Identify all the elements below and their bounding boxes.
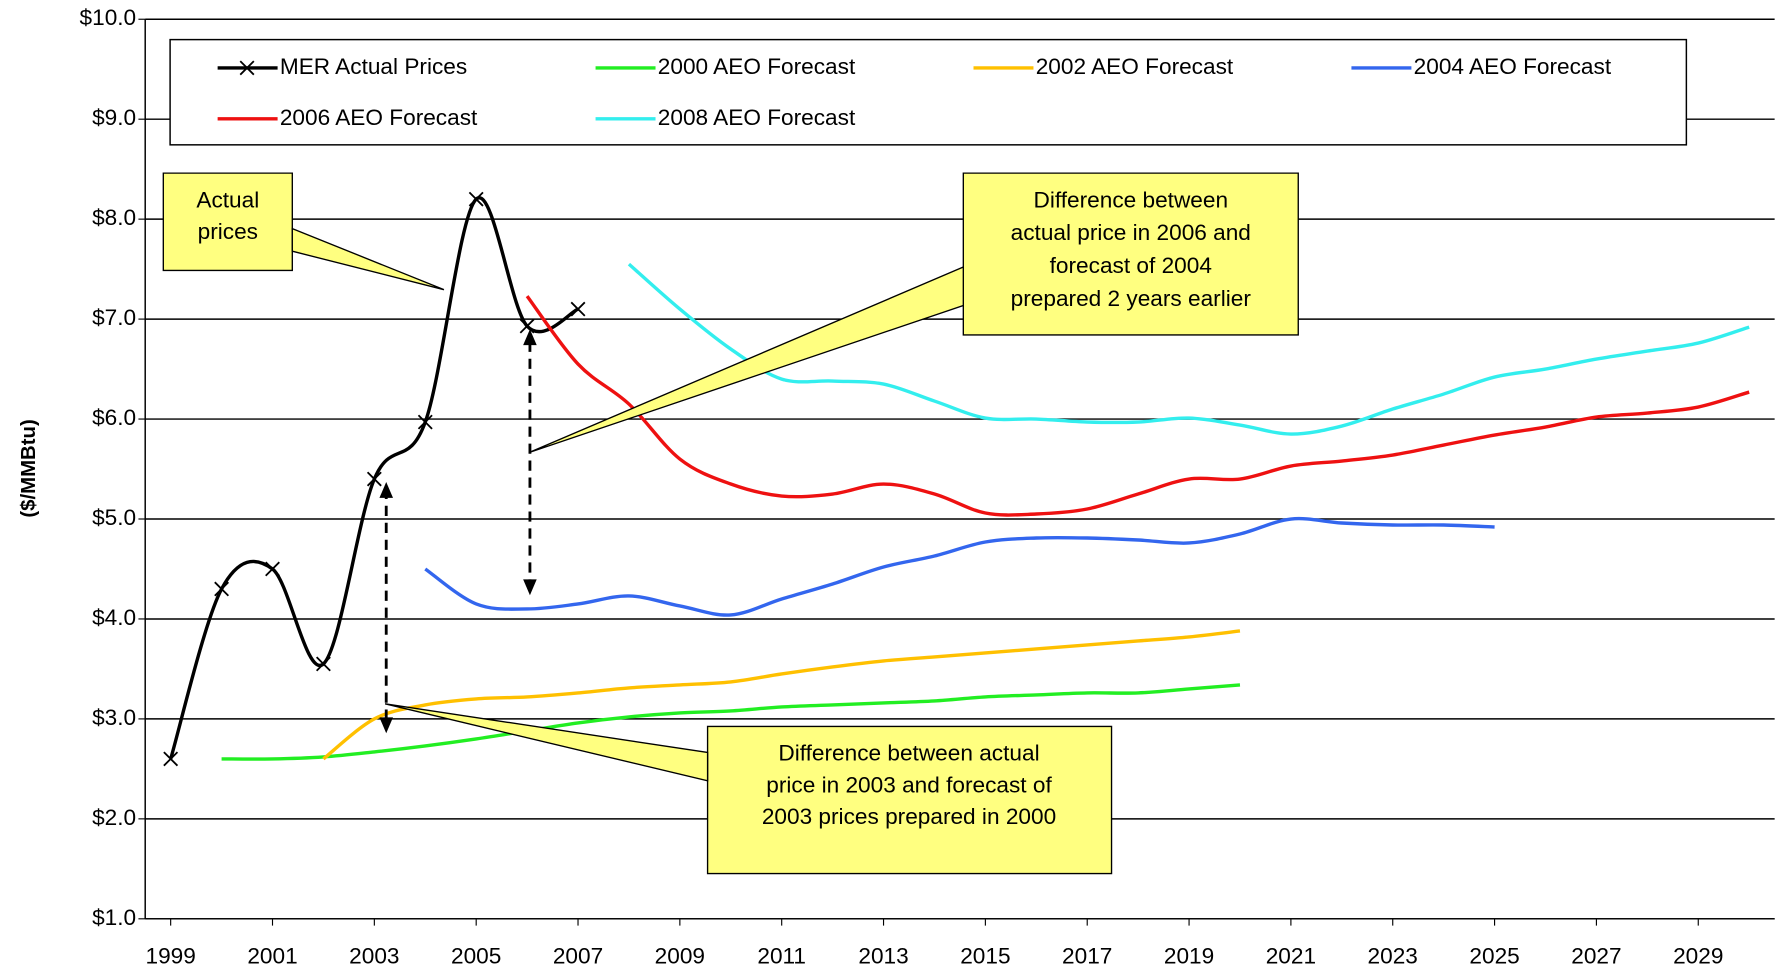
callout-pointer: [291, 227, 445, 291]
legend-label: MER Actual Prices: [280, 54, 467, 79]
marker: [468, 191, 484, 207]
arrow-head: [379, 717, 394, 734]
callout-2006: Difference between actual price in 2006 …: [528, 172, 1299, 454]
callout-box: [162, 172, 293, 272]
callout-pointer: [384, 703, 709, 782]
x-tick-label: 2013: [858, 943, 908, 968]
callout-pointer: [528, 266, 964, 454]
x-tick-label: 2011: [757, 943, 806, 968]
legend-entries: MER Actual Prices 2000 AEO Forecast 2002 A…: [217, 54, 1612, 130]
series-line: [221, 683, 1241, 761]
y-tick-label: $6.0: [92, 405, 136, 430]
x-tick-label: 2027: [1571, 943, 1621, 968]
marker: [239, 60, 255, 76]
marker: [366, 471, 382, 487]
annotation-text: 2003 prices prepared in 2000: [762, 804, 1056, 829]
marker: [417, 414, 433, 430]
x-tick-label: 2003: [349, 943, 399, 968]
y-tick-label: $3.0: [92, 705, 136, 730]
marker: [519, 318, 535, 334]
marker: [214, 581, 230, 597]
legend: [169, 38, 1688, 146]
x-tick-label: 2023: [1368, 943, 1418, 968]
annotation-text: actual price in 2006 and: [1011, 220, 1251, 245]
y-tick-label: $9.0: [92, 105, 136, 130]
y-tick-label: $10.0: [80, 5, 137, 30]
marker: [315, 656, 331, 672]
legend-label: 2004 AEO Forecast: [1414, 54, 1612, 79]
x-tick-label: 2009: [655, 943, 705, 968]
y-tick-label: $8.0: [92, 205, 136, 230]
arrow-head: [523, 329, 537, 346]
x-tick-label: 2019: [1164, 943, 1214, 968]
legend-label: 2002 AEO Forecast: [1036, 54, 1234, 79]
callout-box: [706, 725, 1113, 875]
marker: [265, 561, 280, 577]
x-tick-label: 2001: [247, 943, 297, 968]
x-tick-label: 2021: [1266, 943, 1316, 968]
annotation-text: price in 2003 and forecast of: [766, 772, 1052, 797]
x-tick-label: 2015: [960, 943, 1010, 968]
x-tick-label: 2029: [1673, 943, 1723, 968]
arrow-head: [379, 482, 394, 498]
x-tick-label: 2025: [1469, 943, 1519, 968]
legend-label: 2008 AEO Forecast: [658, 105, 856, 130]
x-tick-label: 2005: [451, 943, 501, 968]
annotation-text: Actual: [196, 187, 259, 212]
y-tick-label: $5.0: [92, 505, 136, 530]
x-tick-label: 2007: [553, 943, 603, 968]
x-tick-label: 1999: [145, 943, 195, 968]
y-tick-label: $4.0: [92, 605, 136, 630]
series-line: [525, 295, 1750, 517]
x-tick-label: 2017: [1062, 943, 1112, 968]
arrow-head: [523, 579, 537, 596]
y-axis-label: ($/MMBtu): [18, 419, 40, 517]
annotation-text: Difference between actual: [778, 741, 1039, 766]
series-line: [424, 516, 1495, 617]
plot: [163, 191, 1750, 767]
annotation-text: Difference between: [1034, 187, 1229, 212]
annotation-text: prepared 2 years earlier: [1011, 286, 1252, 311]
legend-label: 2000 AEO Forecast: [658, 54, 856, 79]
series-line: [322, 629, 1241, 761]
series-line: [627, 262, 1750, 436]
annotation-text: forecast of 2004: [1050, 253, 1212, 278]
callout-2003: Difference between actual price in 2003 …: [384, 703, 1113, 875]
annotation-text: prices: [198, 219, 258, 244]
callout-actual: Actual prices: [162, 172, 445, 291]
marker: [163, 751, 179, 767]
marker: [570, 301, 586, 317]
y-tick-label: $2.0: [92, 805, 136, 830]
y-tick-label: $1.0: [92, 905, 136, 930]
difference-arrows: [384, 341, 532, 720]
arrow-heads: [379, 329, 537, 734]
legend-label: 2006 AEO Forecast: [280, 105, 478, 130]
y-tick-label: $7.0: [92, 305, 136, 330]
